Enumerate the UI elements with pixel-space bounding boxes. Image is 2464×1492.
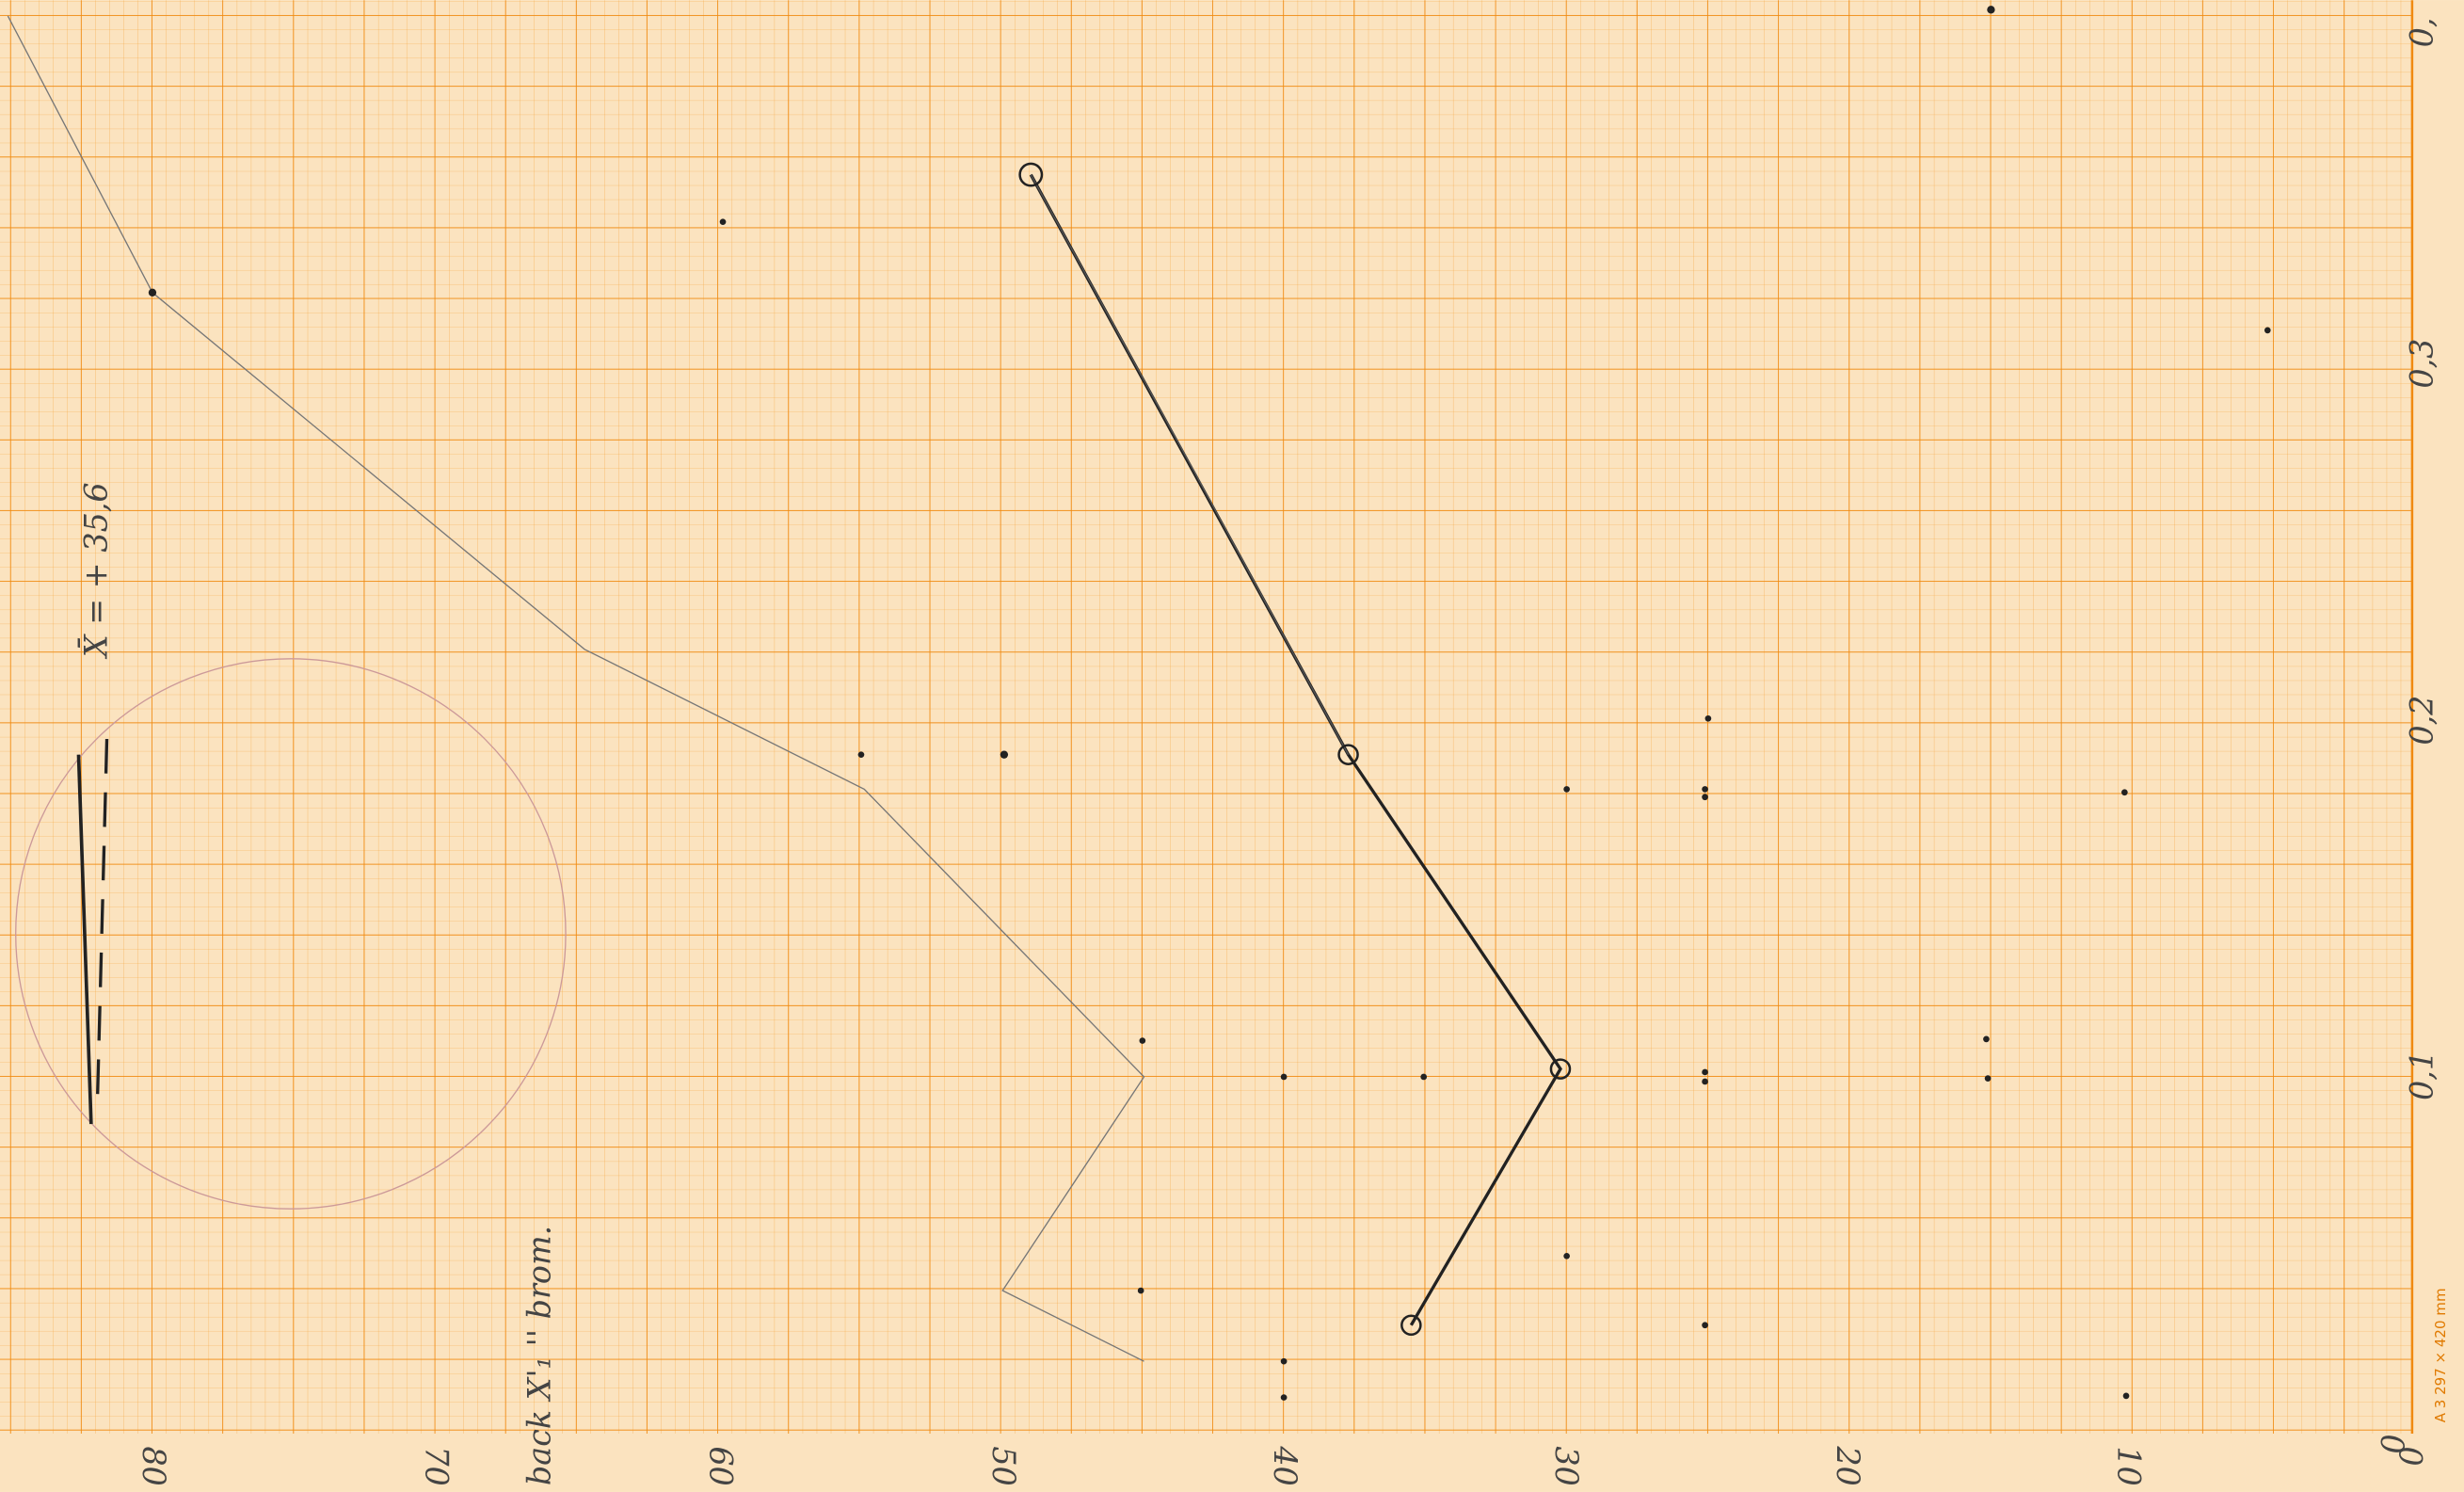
dot <box>1138 1288 1144 1294</box>
dot <box>1139 1037 1145 1044</box>
page: X̄ = + 35,6 back X'₁ '' brom. A 3 297 × … <box>0 0 2464 1492</box>
dot <box>1702 786 1708 793</box>
dot <box>1000 751 1008 759</box>
bottom-label: 80 <box>136 1446 172 1485</box>
right-label: 0,1 <box>2404 1051 2440 1100</box>
dot <box>1281 1358 1288 1365</box>
dot <box>149 289 156 297</box>
dot <box>1987 6 1994 13</box>
dot <box>858 751 865 758</box>
right-label: 0,3 <box>2404 339 2440 389</box>
dot <box>2264 328 2271 334</box>
bottom-label: 50 <box>985 1446 1022 1485</box>
note-annotation: back X'₁ '' brom. <box>520 1226 557 1485</box>
dot <box>2123 1393 2130 1400</box>
mean-annotation: X̄ = + 35,6 <box>76 482 114 660</box>
dot <box>1563 1253 1570 1259</box>
dot <box>1281 1394 1288 1401</box>
right-label: 0 <box>2376 1434 2412 1453</box>
bottom-label: 40 <box>1267 1445 1304 1485</box>
bottom-label: 20 <box>1830 1445 1866 1485</box>
paper-label: A 3 297 × 420 mm <box>2432 1288 2449 1422</box>
dot <box>1420 1074 1427 1081</box>
bottom-label: 60 <box>703 1446 740 1485</box>
bottom-label: 10 <box>2111 1446 2148 1485</box>
right-label: 0, <box>2404 17 2440 47</box>
bottom-label: 70 <box>418 1446 455 1485</box>
bottom-label: 30 <box>1548 1446 1585 1485</box>
graph-paper: X̄ = + 35,6 back X'₁ '' brom. A 3 297 × … <box>0 0 2464 1492</box>
dot <box>1702 1069 1708 1076</box>
dot <box>1702 1322 1708 1328</box>
right-label: 0,2 <box>2404 696 2440 746</box>
dot <box>720 218 727 225</box>
dot <box>1281 1074 1288 1081</box>
dot <box>1702 794 1708 800</box>
dot <box>1705 715 1712 722</box>
dot <box>1563 786 1570 793</box>
dot <box>1702 1079 1708 1085</box>
major-grid <box>0 0 2412 1434</box>
dot <box>2121 789 2128 795</box>
dot <box>1983 1036 1990 1043</box>
dot <box>1985 1075 1992 1082</box>
